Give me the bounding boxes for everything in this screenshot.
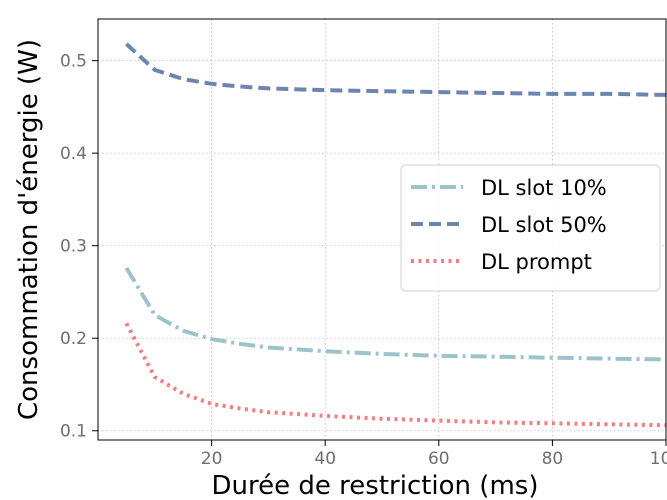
legend-label: DL prompt xyxy=(481,250,592,274)
x-tick-label: 80 xyxy=(542,449,564,469)
y-tick-label: 0.4 xyxy=(60,144,87,164)
x-tick-label: 60 xyxy=(428,449,450,469)
axis-ticks: 20 40 60 80 100 0.1 0.2 0.3 0.4 0.5 xyxy=(60,52,667,469)
legend-box xyxy=(400,164,661,292)
series-line-1 xyxy=(125,42,667,97)
legend-label: DL slot 50% xyxy=(481,213,607,237)
series-line-0 xyxy=(124,266,667,362)
x-tick-label: 40 xyxy=(314,449,336,469)
legend-label: DL slot 10% xyxy=(481,176,607,200)
y-tick-label: 0.3 xyxy=(60,237,87,257)
y-tick-label: 0.2 xyxy=(60,329,87,349)
series-lines xyxy=(124,42,667,428)
y-tick-label: 0.1 xyxy=(60,422,87,442)
y-tick-label: 0.5 xyxy=(60,52,87,72)
y-axis-title: Consommation d'énergie (W) xyxy=(14,39,44,420)
plot-frame xyxy=(97,18,667,441)
x-tick-label: 20 xyxy=(201,449,223,469)
series-line-2 xyxy=(124,322,667,428)
legend: DL slot 10% DL slot 50% DL prompt xyxy=(400,164,661,292)
x-axis-title: Durée de restriction (ms) xyxy=(212,471,539,500)
x-tick-label: 100 xyxy=(650,449,667,469)
